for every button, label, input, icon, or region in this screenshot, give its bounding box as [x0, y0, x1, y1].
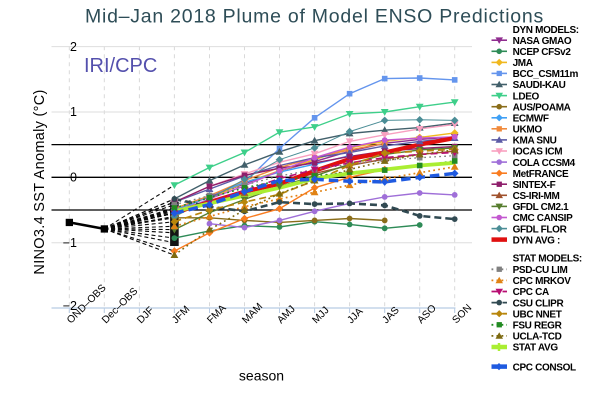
svg-text:DYN MODELS:: DYN MODELS: [513, 25, 579, 36]
svg-text:IOCAS ICM: IOCAS ICM [513, 147, 563, 158]
svg-text:−2: −2 [63, 299, 77, 313]
svg-text:2: 2 [70, 40, 77, 54]
svg-text:UBC NNET: UBC NNET [513, 309, 562, 320]
svg-text:season: season [239, 368, 284, 384]
svg-text:CPC CONSOL: CPC CONSOL [513, 362, 576, 373]
svg-text:1: 1 [70, 105, 77, 119]
svg-text:GFDL FLOR: GFDL FLOR [513, 224, 568, 235]
svg-text:CMC CANSIP: CMC CANSIP [513, 213, 574, 224]
svg-text:KMA SNU: KMA SNU [513, 136, 557, 147]
svg-text:Mid–Jan 2018 Plume of Model EN: Mid–Jan 2018 Plume of Model ENSO Predict… [85, 6, 544, 28]
svg-text:NASA GMAO: NASA GMAO [513, 36, 572, 47]
svg-text:LDEO: LDEO [513, 91, 540, 102]
svg-text:NCEP CFSv2: NCEP CFSv2 [513, 47, 572, 58]
svg-text:MetFRANCE: MetFRANCE [513, 169, 569, 180]
svg-text:BCC_CSM11m: BCC_CSM11m [513, 69, 579, 80]
svg-text:FSU REGR: FSU REGR [513, 321, 563, 332]
svg-text:UCLA-TCD: UCLA-TCD [513, 332, 562, 343]
svg-text:JMA: JMA [513, 58, 533, 69]
svg-text:DYN AVG :: DYN AVG : [513, 235, 560, 246]
svg-text:SAUDI-KAU: SAUDI-KAU [513, 80, 566, 91]
svg-text:CS-IRI-MM: CS-IRI-MM [513, 191, 560, 202]
svg-text:CPC MRKOV: CPC MRKOV [513, 276, 572, 287]
svg-text:CPC CA: CPC CA [513, 287, 549, 298]
svg-text:0: 0 [70, 171, 77, 185]
svg-text:ECMWF: ECMWF [513, 114, 549, 125]
svg-text:CSU CLIPR: CSU CLIPR [513, 298, 565, 309]
svg-text:UKMO: UKMO [513, 125, 543, 136]
svg-text:−1: −1 [63, 236, 77, 250]
svg-text:GFDL CM2.1: GFDL CM2.1 [513, 202, 570, 213]
svg-text:AUS/POAMA: AUS/POAMA [513, 102, 571, 113]
svg-text:IRI/CPC: IRI/CPC [84, 55, 157, 77]
svg-text:PSD-CU LIM: PSD-CU LIM [513, 265, 568, 276]
svg-text:STAT MODELS:: STAT MODELS: [513, 253, 582, 264]
svg-text:SINTEX-F: SINTEX-F [513, 180, 556, 191]
svg-text:STAT AVG: STAT AVG [513, 343, 559, 354]
svg-text:NINO3.4 SST Anomaly (°C): NINO3.4 SST Anomaly (°C) [32, 89, 48, 274]
svg-text:COLA CCSM4: COLA CCSM4 [513, 158, 576, 169]
